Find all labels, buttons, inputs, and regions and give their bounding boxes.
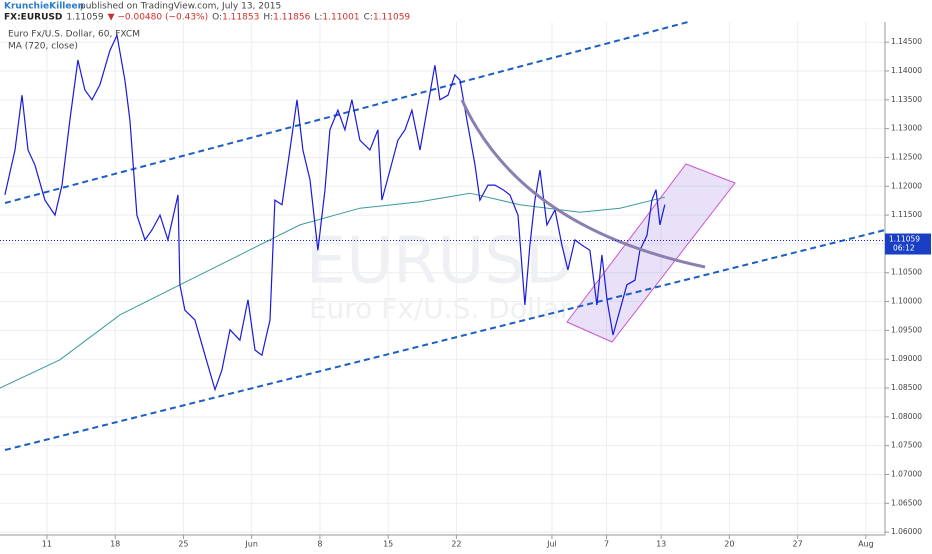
y-tick-label: 1.14500 xyxy=(891,37,922,46)
y-tick-label: 1.07500 xyxy=(891,441,922,450)
symbol: FX:EURUSD xyxy=(4,13,62,23)
ohlc-value: 1.11059 xyxy=(373,13,410,23)
arc-drawing xyxy=(460,99,706,269)
watermark-sub: Euro Fx/U.S. Dollar xyxy=(309,292,572,325)
ohlc-key: O: xyxy=(212,13,222,23)
x-tick-label: Aug xyxy=(858,540,874,549)
y-tick-label: 1.10000 xyxy=(891,297,922,306)
grid xyxy=(0,22,885,535)
published: published on TradingView.com, July 13, 2… xyxy=(80,2,281,12)
y-tick-label: 1.12500 xyxy=(891,152,922,161)
y-tick-label: 1.09500 xyxy=(891,325,922,334)
y-tick-label: 1.08000 xyxy=(891,412,922,421)
ohlc-value: 1.11853 xyxy=(222,13,259,23)
y-tick-label: 1.06000 xyxy=(891,527,922,536)
y-tick-label: 1.10500 xyxy=(891,268,922,277)
change: ▼ −0.00480 (−0.43%) xyxy=(108,13,209,23)
x-tick-label: Jul xyxy=(546,540,557,549)
price-line xyxy=(0,192,665,389)
series xyxy=(0,33,666,392)
legend-ma: MA (720, close) xyxy=(8,42,78,52)
x-tick-label: 15 xyxy=(383,540,393,549)
ohlc-key: C: xyxy=(364,13,373,23)
author: KrunchieKilleen xyxy=(4,2,84,12)
ohlc-value: 1.11001 xyxy=(322,13,359,23)
x-tick-label: 20 xyxy=(724,540,734,549)
ohlc-value: 1.11856 xyxy=(273,13,310,23)
y-tick-label: 1.06500 xyxy=(891,498,922,507)
y-tick-label: 1.13000 xyxy=(891,124,922,133)
y-tick-label: 1.07000 xyxy=(891,469,922,478)
y-tick-label: 1.09000 xyxy=(891,354,922,363)
price-line xyxy=(4,33,666,392)
y-tick-label: 1.13500 xyxy=(891,95,922,104)
x-tick-label: Jun xyxy=(244,540,258,549)
y-tick-label: 1.08500 xyxy=(891,383,922,392)
x-tick-label: 8 xyxy=(317,540,322,549)
y-tick-label: 1.12000 xyxy=(891,181,922,190)
x-tick-label: 27 xyxy=(793,540,803,549)
x-tick-label: 25 xyxy=(178,540,188,549)
trend-line-upper xyxy=(4,21,689,204)
ohlc-key: L: xyxy=(314,13,322,23)
x-tick-label: 13 xyxy=(656,540,666,549)
legend-price: Euro Fx/U.S. Dollar, 60, FXCM xyxy=(8,30,140,40)
countdown: 06:12 xyxy=(893,244,915,253)
x-tick-label: 7 xyxy=(604,540,609,549)
symbol-line: FX:EURUSD 1.11059 ▼ −0.00480 (−0.43%) O: 1.1… xyxy=(4,13,410,23)
last-price-box xyxy=(885,233,931,255)
x-tick-label: 22 xyxy=(451,540,461,549)
y-tick-label: 1.11500 xyxy=(891,210,922,219)
trend-line-lower xyxy=(4,229,886,451)
price: 1.11059 xyxy=(66,13,103,23)
last-price-label: 1.11059 xyxy=(889,235,920,244)
y-tick-label: 1.14000 xyxy=(891,66,922,75)
ohlc-key: H: xyxy=(263,13,273,23)
watermark: EURUSD xyxy=(306,225,575,299)
x-tick-label: 18 xyxy=(110,540,120,549)
x-tick-label: 11 xyxy=(42,540,52,549)
